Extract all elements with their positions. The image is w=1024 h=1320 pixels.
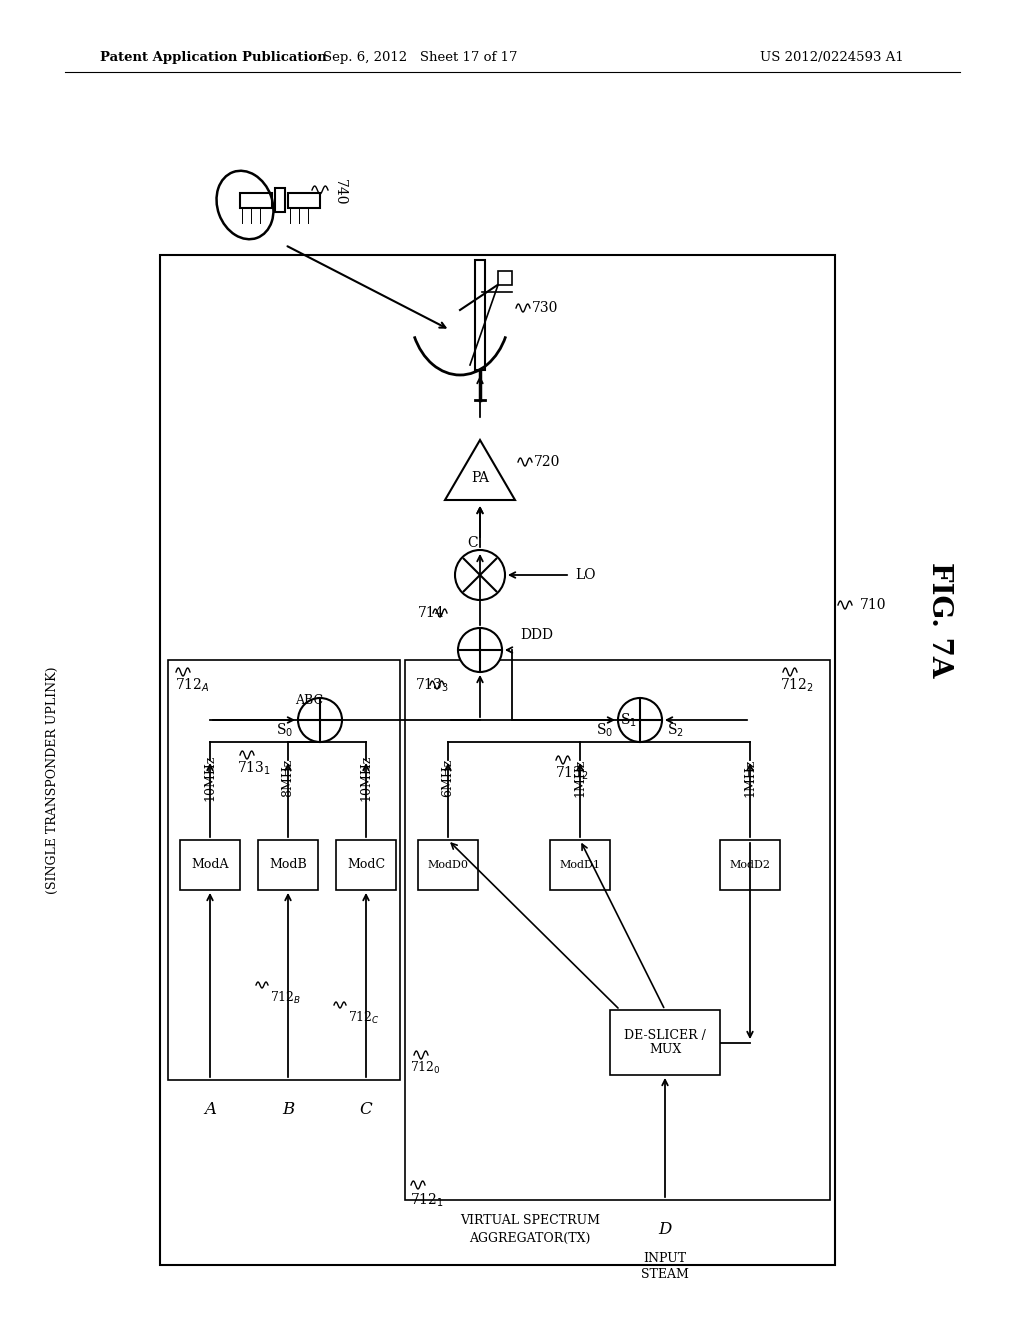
Bar bbox=[475, 260, 485, 370]
Polygon shape bbox=[445, 440, 515, 500]
Text: ModD0: ModD0 bbox=[427, 861, 469, 870]
Text: ModC: ModC bbox=[347, 858, 385, 871]
Text: 8MHz: 8MHz bbox=[282, 759, 295, 797]
Bar bbox=[610, 1010, 720, 1074]
Text: 712$_B$: 712$_B$ bbox=[270, 990, 301, 1006]
Text: S$_2$: S$_2$ bbox=[667, 721, 684, 739]
Text: DE-SLICER /: DE-SLICER / bbox=[624, 1030, 706, 1041]
Text: C: C bbox=[359, 1101, 373, 1118]
Text: 710: 710 bbox=[860, 598, 887, 612]
Bar bbox=[168, 660, 400, 1080]
Text: STEAM: STEAM bbox=[641, 1269, 689, 1282]
Text: AGGREGATOR(TX): AGGREGATOR(TX) bbox=[469, 1232, 591, 1245]
Text: ModD1: ModD1 bbox=[559, 861, 600, 870]
Text: ABC: ABC bbox=[295, 693, 324, 706]
Text: 712$_1$: 712$_1$ bbox=[410, 1191, 443, 1209]
Text: 713$_1$: 713$_1$ bbox=[237, 759, 271, 776]
Text: B: B bbox=[282, 1101, 294, 1118]
Bar bbox=[160, 255, 835, 1265]
Text: ModA: ModA bbox=[191, 858, 228, 871]
Text: FIG. 7A: FIG. 7A bbox=[927, 562, 953, 677]
Text: 720: 720 bbox=[534, 455, 560, 469]
Text: MUX: MUX bbox=[649, 1043, 681, 1056]
Text: 712$_2$: 712$_2$ bbox=[780, 676, 814, 694]
Bar bbox=[498, 271, 512, 285]
Circle shape bbox=[458, 628, 502, 672]
Bar bbox=[336, 840, 396, 890]
Text: 713$_3$: 713$_3$ bbox=[415, 676, 449, 694]
Text: DDD: DDD bbox=[520, 628, 553, 642]
Text: PA: PA bbox=[471, 471, 489, 484]
Text: 712$_0$: 712$_0$ bbox=[410, 1060, 441, 1076]
Bar bbox=[550, 840, 610, 890]
Bar bbox=[180, 840, 240, 890]
Bar bbox=[288, 193, 319, 209]
Text: 714: 714 bbox=[418, 606, 444, 620]
Polygon shape bbox=[275, 187, 285, 213]
Circle shape bbox=[618, 698, 662, 742]
Bar bbox=[720, 840, 780, 890]
Text: 712$_C$: 712$_C$ bbox=[348, 1010, 380, 1026]
Text: 1MHz: 1MHz bbox=[573, 759, 587, 797]
Text: (SINGLE TRANSPONDER UPLINK): (SINGLE TRANSPONDER UPLINK) bbox=[45, 667, 58, 894]
Text: ModD2: ModD2 bbox=[729, 861, 770, 870]
Text: 712$_A$: 712$_A$ bbox=[175, 676, 210, 694]
Text: LO: LO bbox=[575, 568, 596, 582]
Text: S$_1$: S$_1$ bbox=[620, 711, 637, 729]
Text: C: C bbox=[467, 536, 477, 550]
Text: ModB: ModB bbox=[269, 858, 307, 871]
Text: Sep. 6, 2012   Sheet 17 of 17: Sep. 6, 2012 Sheet 17 of 17 bbox=[323, 51, 517, 65]
Bar bbox=[406, 660, 830, 1200]
Text: 10MHz: 10MHz bbox=[359, 755, 373, 801]
Text: 6MHz: 6MHz bbox=[441, 759, 455, 797]
Text: US 2012/0224593 A1: US 2012/0224593 A1 bbox=[760, 51, 904, 65]
Text: D: D bbox=[658, 1221, 672, 1238]
Text: 730: 730 bbox=[532, 301, 558, 315]
Circle shape bbox=[298, 698, 342, 742]
Text: 740: 740 bbox=[333, 178, 347, 205]
Bar bbox=[418, 840, 478, 890]
Text: 713$_2$: 713$_2$ bbox=[555, 764, 589, 781]
Text: Patent Application Publication: Patent Application Publication bbox=[100, 51, 327, 65]
Text: VIRTUAL SPECTRUM: VIRTUAL SPECTRUM bbox=[460, 1213, 600, 1226]
Bar bbox=[258, 840, 318, 890]
Text: 1MHz: 1MHz bbox=[743, 759, 757, 797]
Text: A: A bbox=[204, 1101, 216, 1118]
Text: S$_0$: S$_0$ bbox=[596, 721, 613, 739]
Text: S$_0$: S$_0$ bbox=[276, 721, 293, 739]
Text: 10MHz: 10MHz bbox=[204, 755, 216, 801]
Circle shape bbox=[455, 550, 505, 601]
Text: INPUT: INPUT bbox=[643, 1251, 686, 1265]
Bar bbox=[240, 193, 272, 209]
